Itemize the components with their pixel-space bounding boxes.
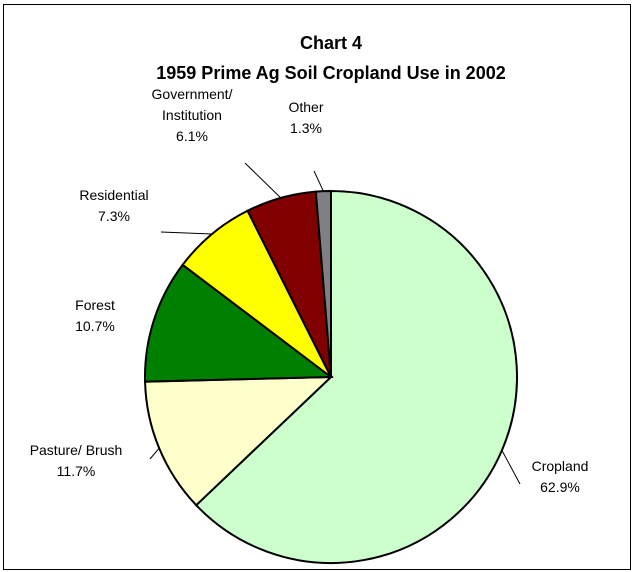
leader-line xyxy=(313,170,324,192)
pie-slice-forest xyxy=(144,263,334,383)
data-label-value: 6.1% xyxy=(176,128,208,144)
data-label-value: 7.3% xyxy=(98,208,130,224)
data-label-value: 62.9% xyxy=(540,479,580,495)
pie-slice-pasture-brush xyxy=(144,375,334,507)
leader-line xyxy=(501,450,521,485)
data-label-name: Cropland xyxy=(532,458,589,474)
data-label-name: Government/ xyxy=(152,86,233,102)
pie-slice-cropland xyxy=(194,189,518,564)
data-label-name: Other xyxy=(288,99,323,115)
chart-title: Chart 4 xyxy=(300,33,362,53)
data-label-name: Pasture/ Brush xyxy=(30,442,123,458)
leader-line xyxy=(244,162,282,199)
leader-line xyxy=(160,231,213,235)
chart-subtitle: 1959 Prime Ag Soil Cropland Use in 2002 xyxy=(156,63,505,83)
data-label-value: 10.7% xyxy=(75,318,115,334)
data-label-name: Institution xyxy=(162,107,222,123)
leader-line xyxy=(149,447,160,460)
data-label-name: Forest xyxy=(75,297,115,313)
data-label-value: 1.3% xyxy=(290,120,322,136)
data-label-name: Residential xyxy=(79,187,148,203)
data-label-value: 11.7% xyxy=(57,463,96,479)
